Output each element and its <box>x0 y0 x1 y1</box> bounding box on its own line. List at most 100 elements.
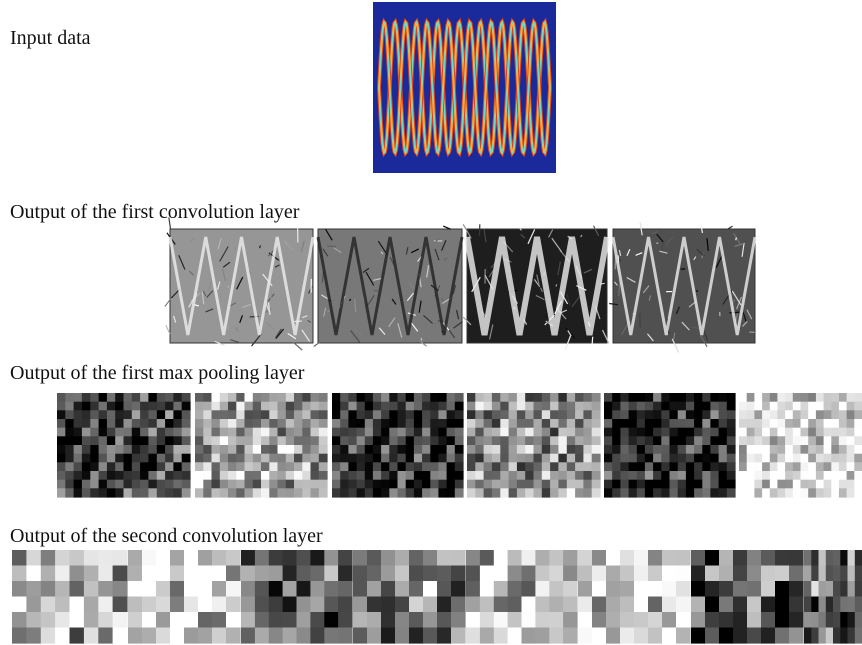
pixel <box>165 471 174 480</box>
pixel <box>165 445 174 454</box>
pixel <box>124 462 133 471</box>
pixel <box>324 597 339 613</box>
pixel <box>389 428 398 437</box>
pixel <box>140 393 149 402</box>
pixel <box>294 393 303 402</box>
pixel <box>793 402 801 411</box>
pixel <box>367 566 382 582</box>
pixel <box>41 612 56 628</box>
pixel <box>604 454 613 463</box>
pixel <box>612 454 621 463</box>
pixel <box>398 393 407 402</box>
pixel <box>98 550 113 566</box>
pixel <box>517 488 526 497</box>
pixel <box>492 488 501 497</box>
pixel <box>228 436 237 445</box>
pixel <box>107 471 116 480</box>
pixel <box>389 445 398 454</box>
pixel <box>719 597 734 613</box>
pixel <box>475 419 484 428</box>
pixel <box>816 454 824 463</box>
pixel <box>558 419 567 428</box>
pixel <box>678 419 687 428</box>
pixel <box>65 436 74 445</box>
pixel <box>847 445 855 454</box>
pixel <box>389 419 398 428</box>
pixel <box>575 436 584 445</box>
pixel <box>365 445 374 454</box>
pixel <box>332 471 341 480</box>
pixel <box>762 436 770 445</box>
pixel <box>406 436 415 445</box>
pixel <box>754 454 762 463</box>
pixel <box>212 480 221 489</box>
pixel <box>854 402 862 411</box>
pixel <box>212 462 221 471</box>
pixel <box>41 597 56 613</box>
pixel <box>55 566 70 582</box>
pixel <box>542 480 551 489</box>
pixel <box>604 410 613 419</box>
pixel <box>854 480 862 489</box>
pixel <box>124 419 133 428</box>
pixel <box>107 488 116 497</box>
pixel <box>422 462 431 471</box>
pixel <box>156 612 171 628</box>
pixel <box>492 445 501 454</box>
pixel <box>592 628 607 644</box>
pixel <box>422 428 431 437</box>
pixel <box>253 419 262 428</box>
pixel <box>84 597 99 613</box>
pixel <box>500 471 509 480</box>
pixel <box>165 480 174 489</box>
pixel <box>702 480 711 489</box>
pixel <box>525 488 534 497</box>
pixel <box>128 612 143 628</box>
pixel <box>645 410 654 419</box>
pixel <box>228 462 237 471</box>
pixel <box>302 488 311 497</box>
pixel <box>739 402 747 411</box>
pixel <box>26 550 41 566</box>
pixel <box>804 581 812 597</box>
pixel <box>311 462 320 471</box>
feature-map <box>613 229 755 343</box>
pixel <box>739 471 747 480</box>
pixel <box>653 393 662 402</box>
pixel <box>500 419 509 428</box>
pixel <box>509 410 518 419</box>
pixel <box>762 410 770 419</box>
pixel <box>854 428 862 437</box>
pixel <box>719 410 728 419</box>
pixel <box>770 402 778 411</box>
pixel <box>140 436 149 445</box>
pixel <box>286 445 295 454</box>
pixel <box>302 471 311 480</box>
pixel <box>165 488 174 497</box>
pixel <box>182 445 191 454</box>
pixel <box>340 488 349 497</box>
pixel <box>719 566 734 582</box>
pixel <box>253 410 262 419</box>
pixel <box>739 454 747 463</box>
pixel <box>747 428 755 437</box>
pixel <box>612 488 621 497</box>
pixel <box>84 628 99 644</box>
pixel <box>484 462 493 471</box>
pixel <box>811 581 819 597</box>
pixel <box>620 488 629 497</box>
pixel <box>831 410 839 419</box>
pixel <box>310 566 325 582</box>
pixel <box>719 393 728 402</box>
texture <box>234 248 237 249</box>
pixel <box>550 488 559 497</box>
pixel <box>662 628 677 644</box>
pixel <box>409 550 424 566</box>
pixel <box>198 581 213 597</box>
pixel <box>406 428 415 437</box>
pixel <box>653 428 662 437</box>
pixel <box>854 410 862 419</box>
pixel <box>90 480 99 489</box>
pixel <box>762 454 770 463</box>
pixel <box>406 410 415 419</box>
